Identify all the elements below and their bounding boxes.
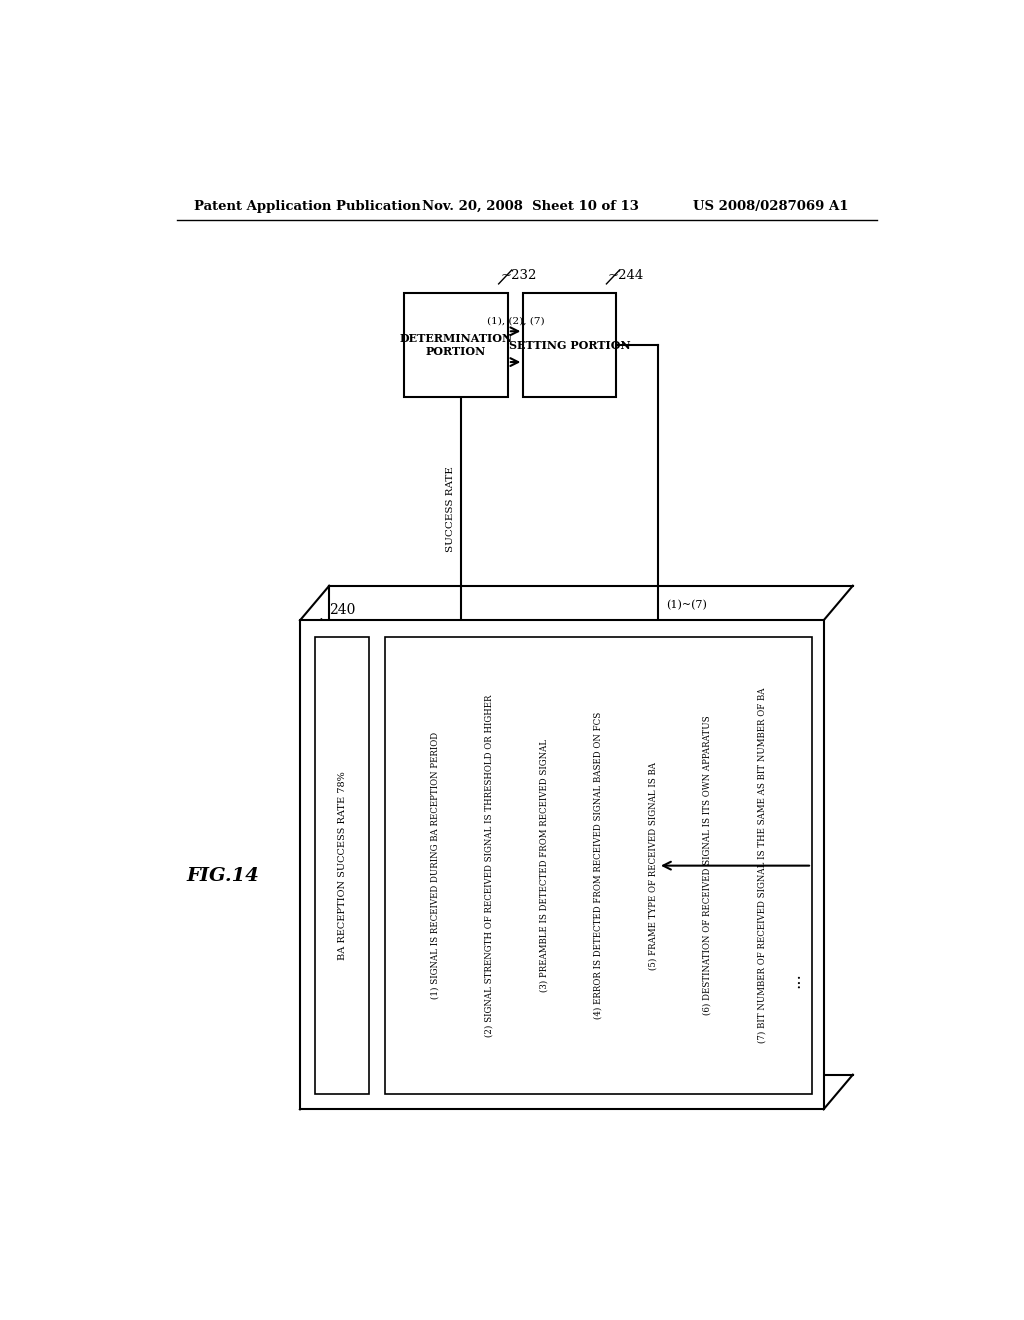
Text: (1)~(7): (1)~(7) [666,601,707,611]
Bar [315,638,370,1094]
Text: (7) BIT NUMBER OF RECEIVED SIGNAL IS THE SAME AS BIT NUMBER OF BA: (7) BIT NUMBER OF RECEIVED SIGNAL IS THE… [757,688,766,1043]
Text: (3) PREAMBLE IS DETECTED FROM RECEIVED SIGNAL: (3) PREAMBLE IS DETECTED FROM RECEIVED S… [540,739,549,993]
Text: Nov. 20, 2008  Sheet 10 of 13: Nov. 20, 2008 Sheet 10 of 13 [422,199,639,213]
Text: FIG.14: FIG.14 [186,867,259,884]
Text: SETTING PORTION: SETTING PORTION [509,339,631,351]
Text: BA RECEPTION SUCCESS RATE 78%: BA RECEPTION SUCCESS RATE 78% [338,771,347,960]
Bar [523,293,615,397]
Text: (6) DESTINATION OF RECEIVED SIGNAL IS ITS OWN APPARATUS: (6) DESTINATION OF RECEIVED SIGNAL IS IT… [702,715,712,1015]
Text: 240: 240 [330,603,355,618]
Text: (1), (2), (7): (1), (2), (7) [486,315,545,325]
Text: ...: ... [786,972,804,987]
Text: US 2008/0287069 A1: US 2008/0287069 A1 [692,199,848,213]
Text: (1) SIGNAL IS RECEIVED DURING BA RECEPTION PERIOD: (1) SIGNAL IS RECEIVED DURING BA RECEPTI… [430,733,439,999]
Bar [300,620,823,1109]
Text: ~232: ~232 [500,268,537,281]
Text: Patent Application Publication: Patent Application Publication [194,199,421,213]
Text: (5) FRAME TYPE OF RECEIVED SIGNAL IS BA: (5) FRAME TYPE OF RECEIVED SIGNAL IS BA [648,762,657,970]
Bar [385,638,812,1094]
Text: (4) ERROR IS DETECTED FROM RECEIVED SIGNAL BASED ON FCS: (4) ERROR IS DETECTED FROM RECEIVED SIGN… [594,711,603,1019]
Text: SUCCESS RATE: SUCCESS RATE [445,466,455,552]
Text: DETERMINATION
PORTION: DETERMINATION PORTION [399,333,512,356]
Bar [403,293,508,397]
Text: (2) SIGNAL STRENGTH OF RECEIVED SIGNAL IS THRESHOLD OR HIGHER: (2) SIGNAL STRENGTH OF RECEIVED SIGNAL I… [485,694,494,1038]
Text: ~244: ~244 [608,268,644,281]
